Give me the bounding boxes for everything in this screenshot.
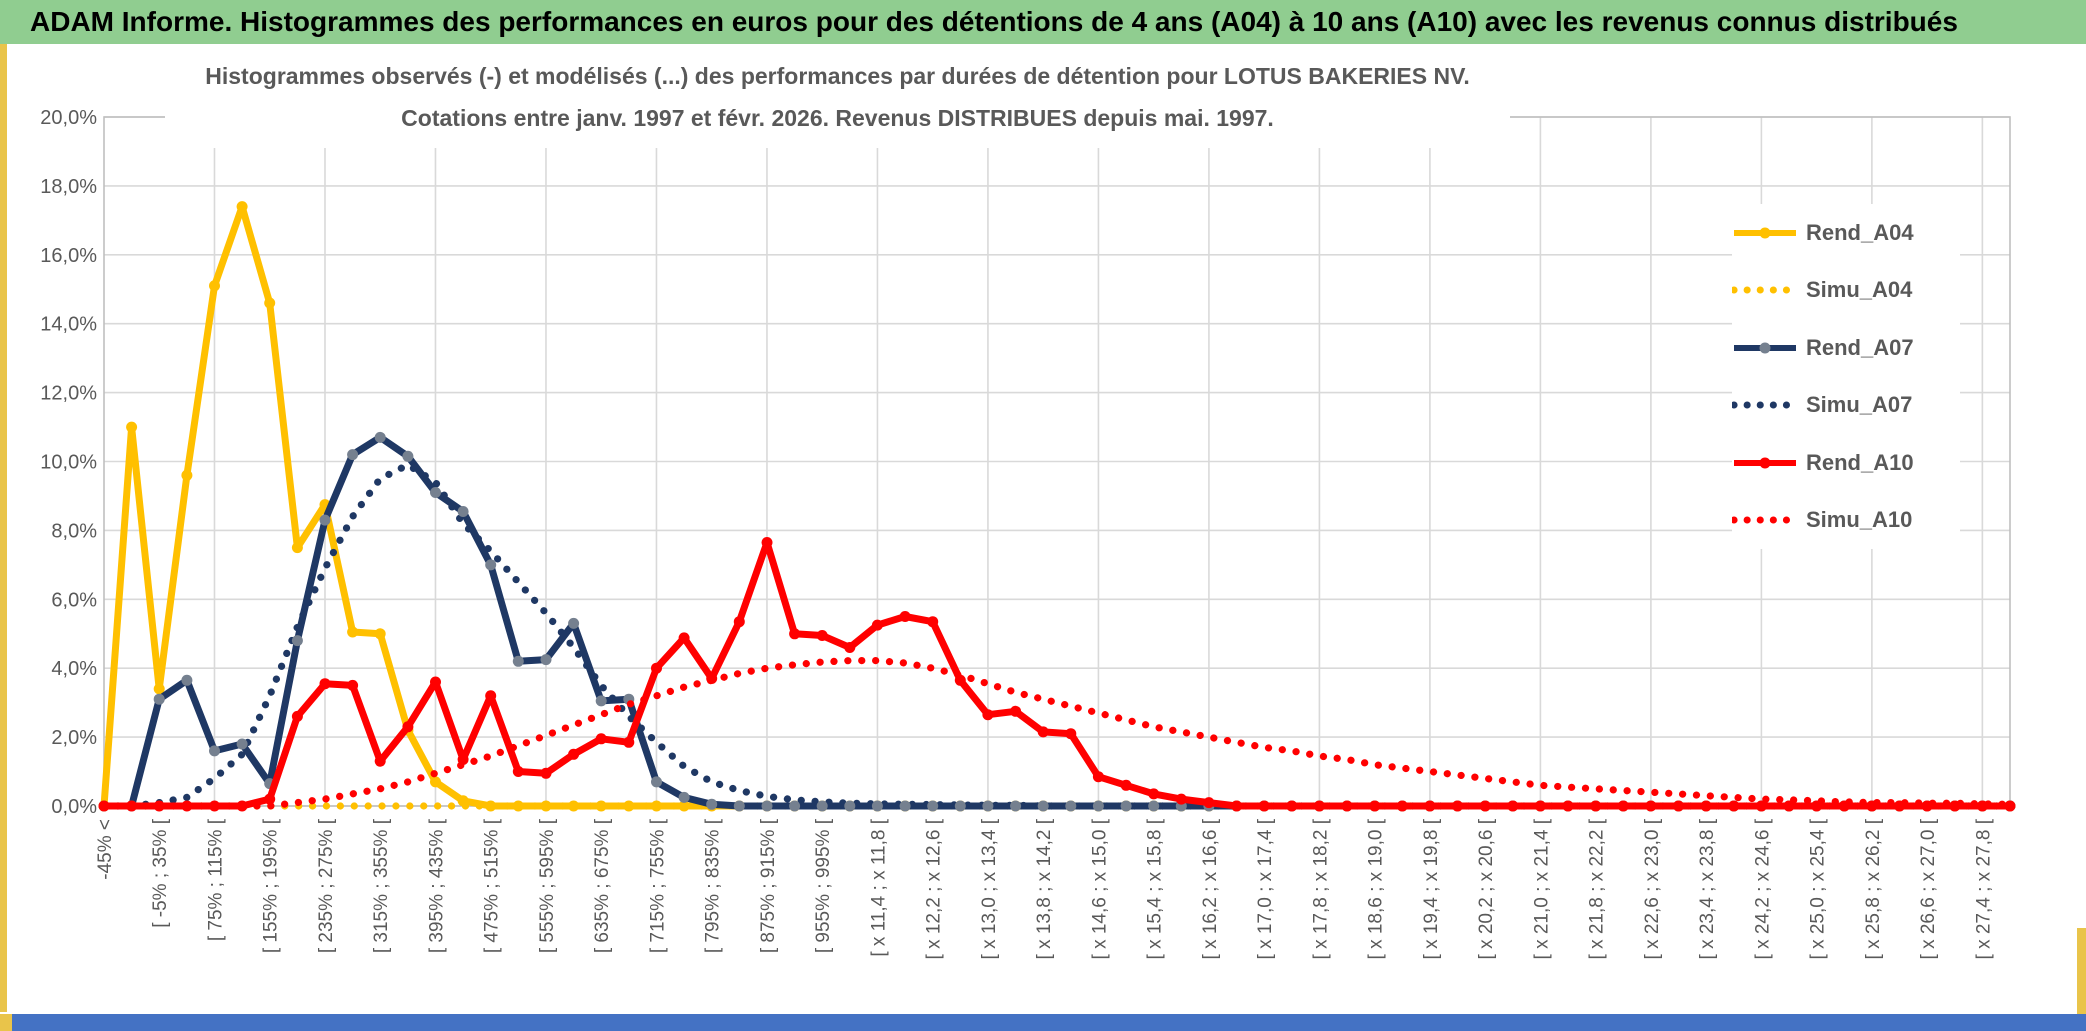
y-axis-tick-label: 20,0%	[40, 107, 97, 129]
x-axis-tick-label: [ 395% ; 435% [	[426, 818, 447, 953]
legend-item-Simu_A10[interactable]: Simu_A10	[1732, 492, 1960, 550]
legend-label: Rend_A07	[1806, 334, 1914, 360]
x-axis-tick-label: [ x 23,4 ; x 23,8 [	[1697, 818, 1718, 959]
x-axis-tick-label: [ 475% ; 515% [	[482, 818, 503, 953]
x-axis-tick-label: [ 715% ; 755% [	[647, 818, 668, 953]
y-axis-tick-label: 14,0%	[40, 314, 97, 336]
legend-solid-line-icon	[1734, 457, 1796, 469]
y-axis-tick-label: 18,0%	[40, 176, 97, 198]
window-title: ADAM Informe. Histogrammes des performan…	[30, 6, 1958, 37]
x-axis-tick-label: [ x 26,6 ; x 27,0 [	[1918, 818, 1939, 959]
x-axis-tick-label: [ x 20,2 ; x 20,6 [	[1476, 818, 1497, 959]
x-axis-tick-label: [ x 15,4 ; x 15,8 [	[1145, 818, 1166, 959]
left-edge-strip	[0, 44, 7, 1012]
y-axis-tick-label: 12,0%	[40, 383, 97, 405]
chart-title-block: Histogrammes observés (-) et modélisés (…	[165, 54, 1510, 148]
x-axis-tick-label: [ 795% ; 835% [	[703, 818, 724, 953]
legend-label: Simu_A04	[1806, 277, 1913, 303]
legend-item-Rend_A10[interactable]: Rend_A10	[1732, 434, 1960, 492]
legend-label: Simu_A07	[1806, 392, 1913, 418]
legend-dotted-line-icon	[1732, 286, 1798, 294]
x-axis-tick-label: [ x 17,8 ; x 18,2 [	[1310, 818, 1331, 959]
chart-title-line2: Cotations entre janv. 1997 et févr. 2026…	[401, 105, 1274, 131]
x-axis-tick-label: [ x 12,2 ; x 12,6 [	[924, 818, 945, 959]
legend-label: Rend_A10	[1806, 449, 1914, 475]
y-axis-tick-label: 8,0%	[51, 520, 97, 542]
x-axis-tick-label: [ x 22,6 ; x 23,0 [	[1642, 818, 1663, 959]
legend-dotted-line-icon	[1732, 401, 1798, 409]
legend-item-Simu_A07[interactable]: Simu_A07	[1732, 377, 1960, 435]
legend-solid-line-icon	[1734, 227, 1796, 239]
right-edge-strip	[2077, 928, 2086, 1014]
x-axis-tick-label: [ x 27,4 ; x 27,8 [	[1973, 818, 1994, 959]
legend-item-Rend_A07[interactable]: Rend_A07	[1732, 319, 1960, 377]
chart-title-line1: Histogrammes observés (-) et modélisés (…	[205, 63, 1470, 89]
legend-item-Simu_A04[interactable]: Simu_A04	[1732, 262, 1960, 320]
bottom-bar	[0, 1014, 2086, 1031]
legend-dotted-line-icon	[1732, 516, 1798, 524]
x-axis-tick-label: [ 315% ; 355% [	[371, 818, 392, 953]
y-axis-tick-label: 4,0%	[51, 658, 97, 680]
x-axis-tick-label: [ x 21,0 ; x 21,4 [	[1531, 818, 1552, 959]
x-axis-tick-label: [ x 16,2 ; x 16,6 [	[1200, 818, 1221, 959]
legend-item-Rend_A04[interactable]: Rend_A04	[1732, 204, 1960, 262]
x-axis-tick-label: [ x 19,4 ; x 19,8 [	[1421, 818, 1442, 959]
x-axis-tick-label: [ x 13,0 ; x 13,4 [	[979, 818, 1000, 959]
x-axis-tick-label: [ 75% ; 115% [	[205, 818, 226, 941]
y-axis-tick-label: 0,0%	[51, 796, 97, 818]
legend-label: Rend_A04	[1806, 219, 1914, 245]
legend-label: Simu_A10	[1806, 507, 1913, 533]
x-axis-tick-label: [ x 24,2 ; x 24,6 [	[1752, 818, 1773, 959]
x-axis-tick-label: [ x 25,8 ; x 26,2 [	[1863, 818, 1884, 959]
x-axis-tick-label: [ x 21,8 ; x 22,2 [	[1587, 818, 1608, 959]
legend-solid-line-icon	[1734, 342, 1796, 354]
x-axis-tick-label: -45% <	[95, 819, 116, 880]
y-axis-tick-label: 10,0%	[40, 452, 97, 474]
y-axis-tick-label: 6,0%	[51, 589, 97, 611]
x-axis-tick-label: [ 235% ; 275% [	[316, 818, 337, 953]
x-axis-tick-label: [ -5% ; 35% [	[150, 818, 171, 927]
window-title-bar: ADAM Informe. Histogrammes des performan…	[0, 0, 2086, 44]
x-axis-tick-label: [ 875% ; 915% [	[758, 818, 779, 953]
x-axis-tick-label: [ 555% ; 595% [	[537, 818, 558, 953]
x-axis-tick-label: [ 955% ; 995% [	[813, 818, 834, 953]
x-axis-tick-label: [ x 13,8 ; x 14,2 [	[1034, 818, 1055, 959]
bottom-left-corner	[0, 1014, 12, 1031]
x-axis-tick-label: [ x 14,6 ; x 15,0 [	[1089, 818, 1110, 959]
x-axis-tick-label: [ 635% ; 675% [	[592, 818, 613, 953]
legend: Rend_A04 Simu_A04 Rend_A07 Simu_A07 Rend_A10…	[1732, 204, 1960, 549]
x-axis-tick-label: [ x 18,6 ; x 19,0 [	[1366, 818, 1387, 959]
x-axis-tick-label: [ x 11,4 ; x 11,8 [	[868, 818, 889, 956]
y-axis-tick-label: 2,0%	[51, 727, 97, 749]
x-axis-tick-label: [ x 25,0 ; x 25,4 [	[1808, 818, 1829, 959]
x-axis-tick-label: [ 155% ; 195% [	[261, 818, 282, 953]
x-axis-tick-label: [ x 17,0 ; x 17,4 [	[1255, 818, 1276, 959]
y-axis-tick-label: 16,0%	[40, 245, 97, 267]
